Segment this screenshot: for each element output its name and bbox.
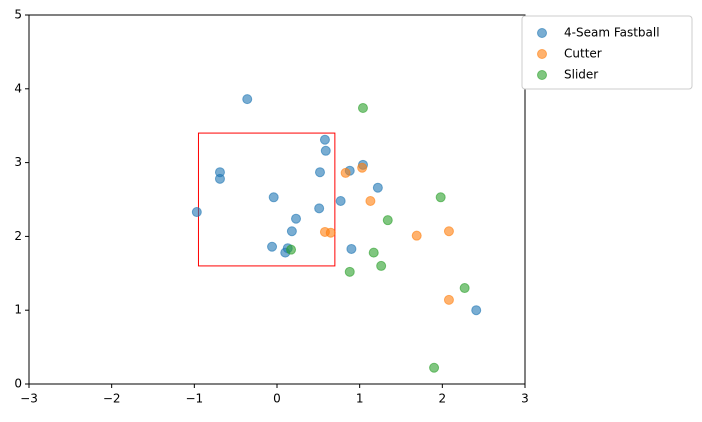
legend-marker [537, 70, 547, 80]
point [319, 134, 330, 145]
x-tick-label: −2 [103, 392, 121, 406]
point [242, 94, 253, 105]
x-tick-label: 0 [273, 392, 281, 406]
point [214, 173, 225, 184]
y-tick-label: 2 [14, 229, 22, 243]
legend-label: 4-Seam Fastball [564, 26, 660, 40]
point [365, 195, 376, 206]
point [267, 241, 278, 252]
point [340, 167, 351, 178]
legend-box [521, 15, 693, 90]
x-tick-label: 2 [439, 392, 447, 406]
point [459, 283, 470, 294]
point [320, 145, 331, 156]
point [376, 260, 387, 271]
point [344, 266, 355, 277]
point [471, 305, 482, 316]
point [411, 230, 422, 241]
point [382, 215, 393, 226]
point [357, 162, 368, 173]
x-tick-label: 3 [521, 392, 529, 406]
strike-zone [197, 132, 336, 267]
y-tick-label: 5 [14, 8, 22, 22]
point [372, 182, 383, 193]
legend-marker [537, 28, 547, 38]
x-tick-label: −3 [20, 392, 38, 406]
legend-label: Cutter [564, 47, 602, 61]
point [314, 203, 325, 214]
x-tick-label: 1 [356, 392, 364, 406]
point [368, 247, 379, 258]
point [291, 213, 302, 224]
point [191, 207, 202, 218]
y-tick-label: 0 [14, 377, 22, 391]
legend-marker [537, 49, 547, 59]
y-tick-label: 4 [14, 81, 22, 95]
point [435, 192, 446, 203]
point [268, 192, 279, 203]
point [335, 195, 346, 206]
point [443, 226, 454, 237]
x-tick-label: −1 [185, 392, 203, 406]
point [286, 244, 297, 255]
point [286, 226, 297, 237]
point [443, 294, 454, 305]
plot-frame [28, 14, 526, 385]
legend-label: Slider [564, 68, 598, 82]
point [429, 362, 440, 373]
y-tick-label: 3 [14, 155, 22, 169]
point [357, 102, 368, 113]
y-tick-label: 1 [14, 303, 22, 317]
point [346, 243, 357, 254]
point [314, 167, 325, 178]
point [325, 227, 336, 238]
